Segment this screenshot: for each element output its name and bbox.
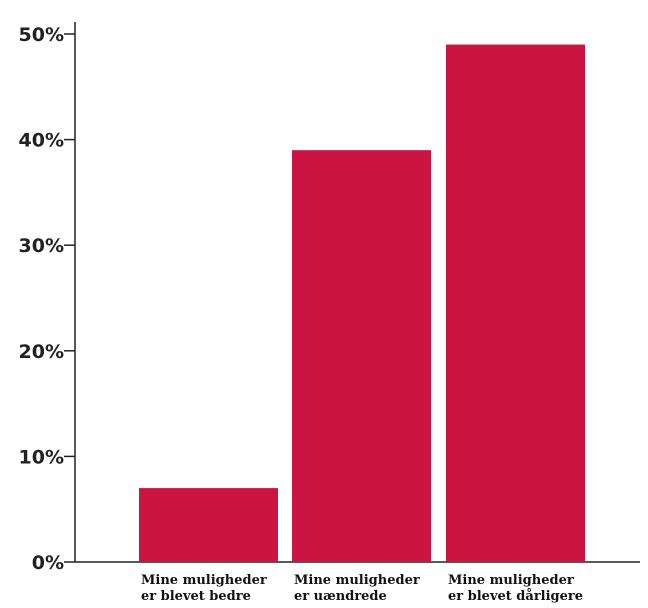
category-label-line: Mine muligheder [448,573,574,588]
y-tick-label: 50% [19,24,64,46]
y-tick-label: 0% [32,552,64,574]
y-tick-label: 40% [19,130,64,152]
y-tick-label: 10% [19,446,64,468]
y-tick-label: 30% [19,235,64,257]
bar [139,488,278,562]
category-label-line: er blevet bedre [141,589,251,604]
bar [292,150,431,562]
bars [139,44,585,563]
category-label-line: er uændrede [294,589,387,604]
category-label-line: Mine muligheder [141,573,267,588]
y-axis-ticks: 0% 10% 20% 30% 40% 50% [19,24,75,574]
category-label: Mine muligheder er uændrede [294,573,420,604]
category-label: Mine muligheder er blevet bedre [141,573,267,604]
y-tick-label: 20% [19,341,64,363]
category-label-line: Mine muligheder [294,573,420,588]
category-label: Mine muligheder er blevet dårligere [448,573,583,604]
category-label-line: er blevet dårligere [448,588,583,604]
bar [446,44,585,563]
